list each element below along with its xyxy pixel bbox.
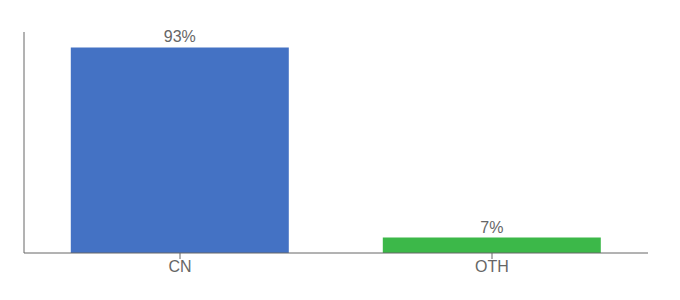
svg-text:OTH: OTH xyxy=(475,258,509,275)
svg-text:7%: 7% xyxy=(480,219,503,236)
svg-text:CN: CN xyxy=(168,258,191,275)
svg-text:93%: 93% xyxy=(164,28,196,45)
